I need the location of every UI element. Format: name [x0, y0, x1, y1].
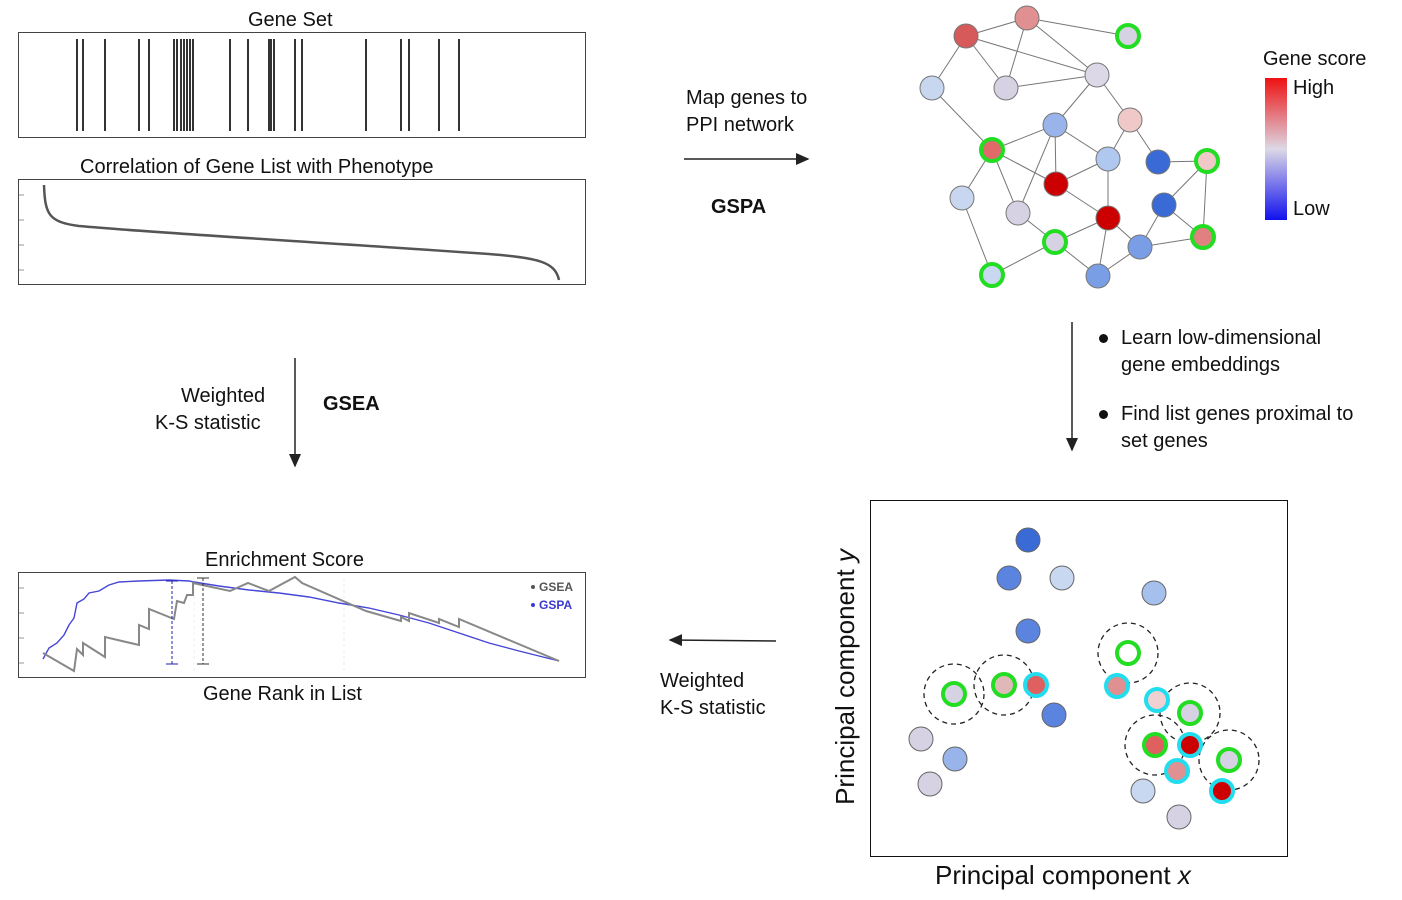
legend-high: High	[1293, 77, 1335, 99]
map-genes-line1: Map genes to	[686, 87, 808, 109]
gsea-curve	[42, 575, 560, 673]
step-bullet-1	[1099, 334, 1108, 343]
net-node	[949, 185, 975, 211]
net-node	[953, 23, 979, 49]
gsea-label: GSEA	[323, 393, 380, 415]
gspa-label: GSPA	[711, 196, 767, 218]
net-node	[1084, 62, 1110, 88]
map-genes-line2: PPI network	[686, 114, 794, 136]
embedding-ylabel: Principal component y	[828, 512, 862, 842]
net-node	[1005, 200, 1031, 226]
net-node	[1043, 171, 1069, 197]
legend-title: Gene score	[1263, 48, 1367, 70]
gene-set-barcode	[18, 32, 586, 138]
gene-score-colorbar	[1265, 78, 1287, 220]
enrichment-title: Enrichment Score	[205, 549, 364, 571]
net-node	[1190, 224, 1216, 250]
net-node	[1042, 112, 1068, 138]
net-node	[1115, 23, 1141, 49]
step-bullet-2	[1099, 410, 1108, 419]
legend-gsea: GSEA	[539, 580, 574, 594]
xlabel-var: x	[1177, 860, 1191, 890]
weighted-bottom-line1: Weighted	[660, 670, 745, 692]
net-node	[1042, 229, 1068, 255]
step-2-line1: Find list genes proximal to	[1121, 403, 1354, 425]
net-node	[979, 262, 1005, 288]
net-node	[1127, 234, 1153, 260]
net-node	[1117, 107, 1143, 133]
xlabel-prefix: Principal component	[935, 860, 1178, 890]
net-node	[1085, 263, 1111, 289]
step-1-line1: Learn low-dimensional	[1121, 327, 1322, 349]
gene-set-hits	[76, 39, 460, 131]
net-node	[919, 75, 945, 101]
legend-low: Low	[1293, 198, 1330, 220]
net-node	[979, 137, 1005, 163]
net-node	[1014, 5, 1040, 31]
correlation-plot	[18, 179, 586, 285]
enrichment-plot: GSEA GSPA	[18, 572, 586, 678]
weighted-left-line1: Weighted	[181, 385, 266, 407]
correlation-title: Correlation of Gene List with Phenotype	[80, 156, 434, 178]
net-node	[1194, 148, 1220, 174]
embedding-xlabel: Principal component x	[935, 858, 1191, 892]
embedding-plot	[870, 500, 1288, 857]
legend-gspa: GSPA	[539, 598, 573, 612]
ylabel-prefix: Principal component	[830, 562, 860, 805]
correlation-curve	[19, 184, 561, 281]
weighted-left-line2: K-S statistic	[155, 412, 261, 434]
step-1-line2: gene embeddings	[1121, 354, 1281, 376]
weighted-bottom-line2: K-S statistic	[660, 697, 766, 719]
net-node	[993, 75, 1019, 101]
ylabel-var: y	[830, 549, 860, 563]
gene-set-title: Gene Set	[248, 9, 333, 31]
gspa-curve	[42, 579, 560, 662]
rank-axis-label: Gene Rank in List	[203, 683, 362, 705]
net-node	[1095, 205, 1121, 231]
net-node	[1145, 149, 1171, 175]
step-2-line2: set genes	[1121, 430, 1208, 452]
back-arrow	[668, 634, 777, 647]
enrichment-curves	[19, 575, 560, 673]
net-node	[1151, 192, 1177, 218]
net-node	[1095, 146, 1121, 172]
